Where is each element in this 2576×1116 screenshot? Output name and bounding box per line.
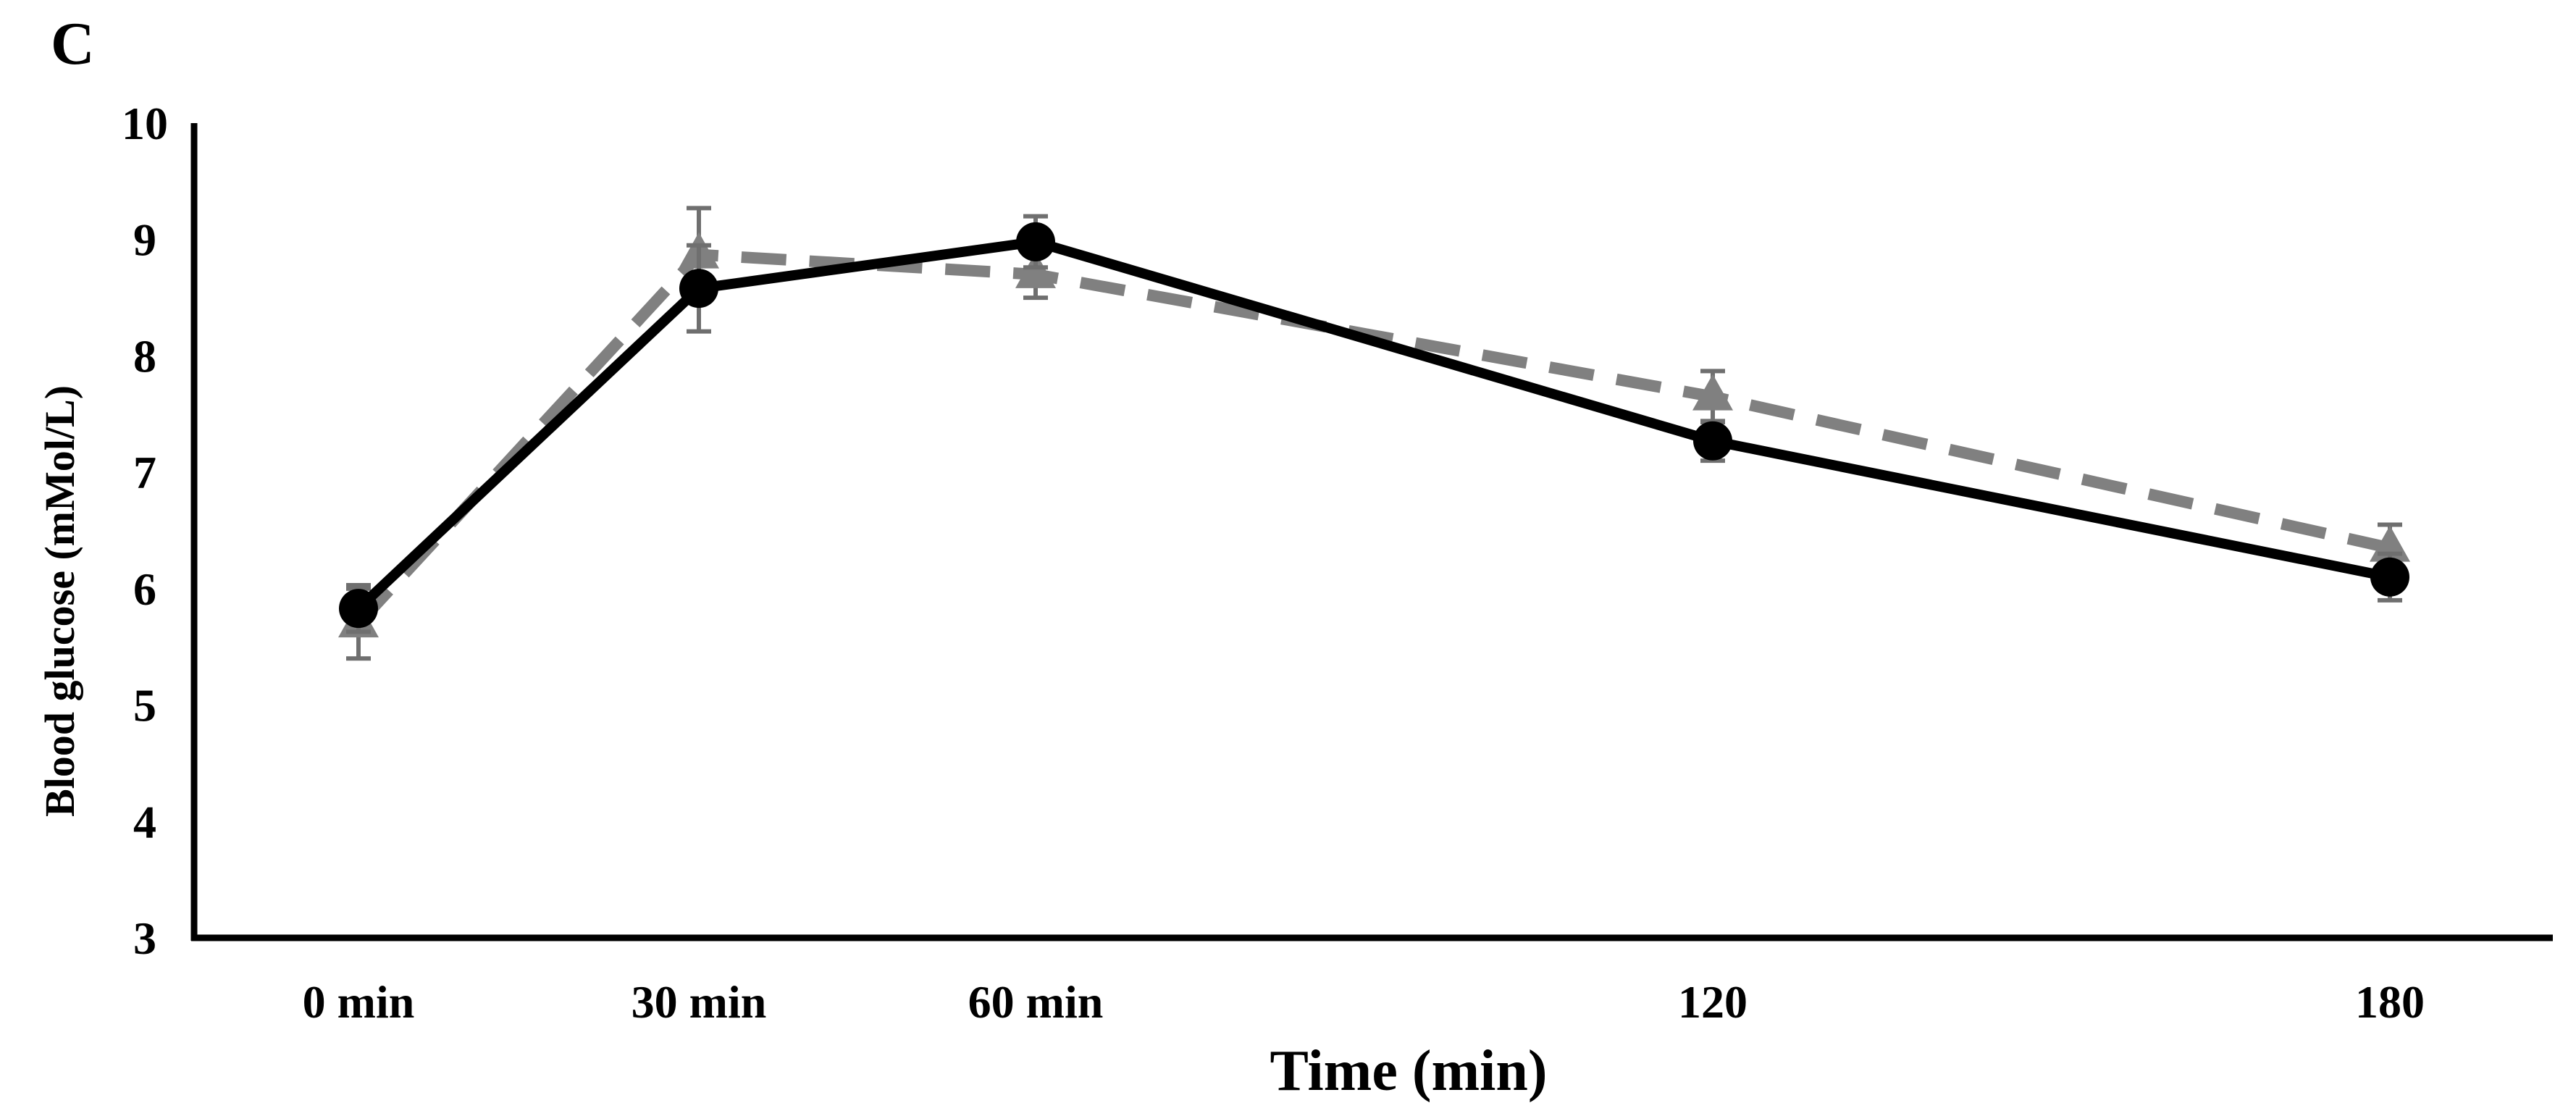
x-tick-label: 30 min [632,976,767,1028]
data-point-circle [2370,557,2409,597]
y-tick-label: 10 [122,98,168,149]
data-point-triangle [1692,374,1733,411]
series-line-dashed [354,248,2391,628]
x-tick-label: 120 [1678,976,1748,1028]
y-tick-label: 3 [133,912,156,964]
x-tick-label: 60 min [968,976,1104,1028]
data-point-circle [1693,421,1732,461]
y-axis-title: Blood glucose (mMol/L) [36,385,83,817]
y-tick-label: 5 [133,680,156,731]
data-point-triangle [1015,251,1056,288]
x-tick-label: 180 [2355,976,2425,1028]
x-tick-label: 0 min [303,976,415,1028]
y-tick-label: 6 [133,563,156,615]
y-tick-label: 9 [133,214,156,266]
data-point-circle [1016,222,1055,261]
y-tick-label: 7 [133,447,156,498]
plot-area: 3 4 5 6 7 8 9 10 0 min 30 min 60 min 120 180 [122,98,2553,1028]
data-point-circle [339,589,378,629]
y-tick-label: 4 [133,796,156,847]
data-point-circle [679,269,718,309]
panel-label: C [51,10,95,77]
x-axis-title: Time (min) [1270,1039,1548,1103]
y-tick-label: 8 [133,330,156,382]
